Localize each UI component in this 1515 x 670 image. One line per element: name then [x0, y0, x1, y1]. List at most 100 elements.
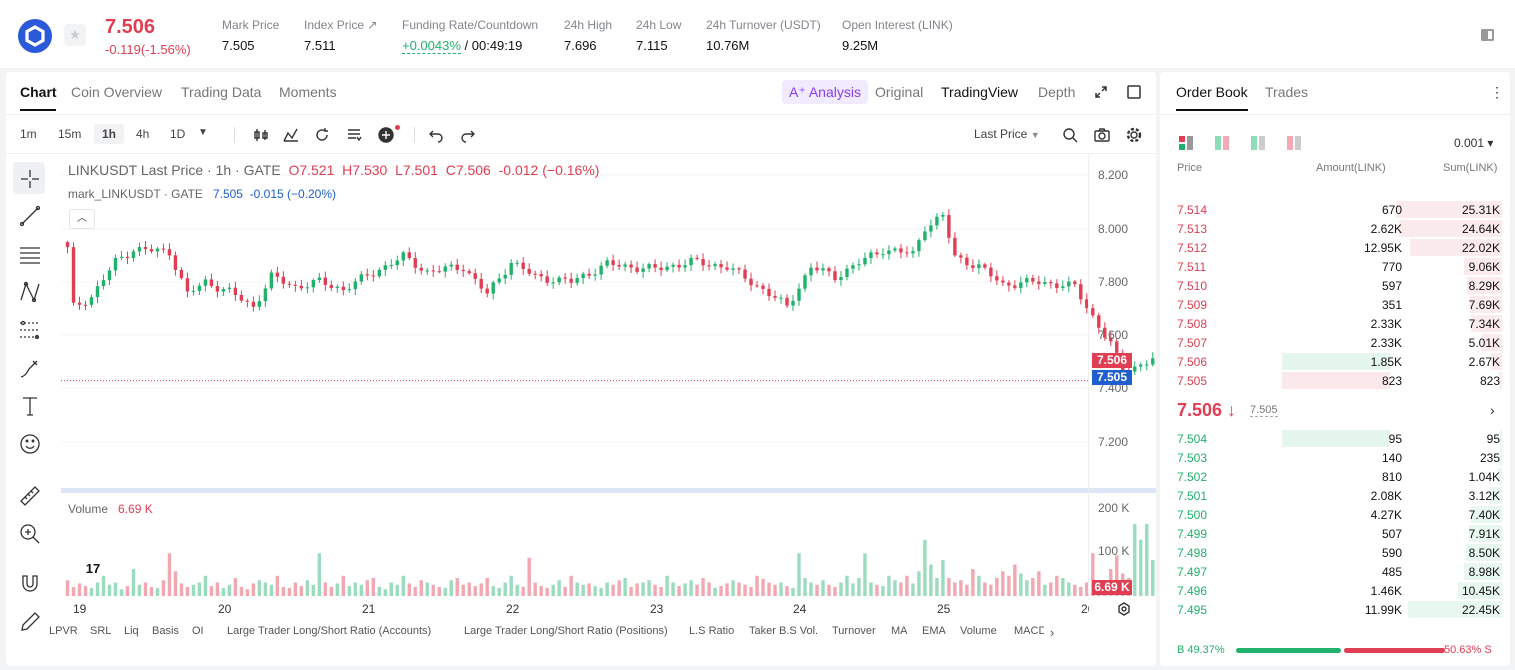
undo-icon[interactable]: [428, 127, 444, 143]
tab-depth[interactable]: Depth: [1038, 84, 1076, 100]
tab-trading-data[interactable]: Trading Data: [181, 84, 262, 100]
price-type-dropdown[interactable]: Last Price ▼: [974, 127, 1040, 141]
ask-row[interactable]: 7.513 2.62K 24.64K: [1160, 219, 1510, 238]
chevron-down-icon[interactable]: ▼: [198, 127, 208, 138]
tab-trades[interactable]: Trades: [1265, 84, 1309, 100]
indicator-oi[interactable]: OI: [192, 625, 204, 637]
search-icon[interactable]: [1062, 127, 1078, 143]
horizontal-lines-icon[interactable]: [18, 242, 42, 266]
volume-bar: [527, 557, 531, 596]
indicator-lpvr[interactable]: LPVR: [49, 625, 78, 637]
stat-value: 7.115: [636, 38, 668, 53]
candle-body: [857, 264, 861, 266]
bid-row[interactable]: 7.495 11.99K 22.45K: [1160, 600, 1510, 619]
emoji-icon[interactable]: [18, 432, 42, 456]
chart-legend-main: LINKUSDT Last Price · 1h · GATE O7.521 H…: [68, 162, 599, 178]
indicator-ma[interactable]: MA: [891, 625, 908, 637]
bid-row[interactable]: 7.497 485 8.98K: [1160, 562, 1510, 581]
candle-type-icon[interactable]: [253, 127, 269, 143]
view-both-icon[interactable]: [1178, 135, 1194, 151]
volume-bar: [209, 586, 214, 596]
indicator-macd[interactable]: MACD: [1014, 625, 1044, 637]
ask-row[interactable]: 7.508 2.33K 7.34K: [1160, 314, 1510, 333]
crosshair-icon[interactable]: [18, 167, 42, 191]
camera-icon[interactable]: [1094, 127, 1110, 143]
favorite-star-icon[interactable]: ★: [64, 24, 86, 46]
interval-1h[interactable]: 1h: [94, 124, 125, 144]
expand-icon[interactable]: [1094, 85, 1108, 99]
fib-icon[interactable]: [18, 318, 42, 342]
trend-line-icon[interactable]: [18, 204, 42, 228]
stat-index-price[interactable]: Index Price ↗ 7.511: [304, 18, 377, 53]
bid-row[interactable]: 7.498 590 8.50K: [1160, 543, 1510, 562]
templates-icon[interactable]: [346, 127, 362, 143]
ask-row[interactable]: 7.512 12.95K 22.02K: [1160, 238, 1510, 257]
lock-pencil-icon[interactable]: [18, 610, 42, 634]
bid-row[interactable]: 7.496 1.46K 10.45K: [1160, 581, 1510, 600]
indicator-srl[interactable]: SRL: [90, 625, 112, 637]
tab-coin-overview[interactable]: Coin Overview: [71, 84, 163, 100]
ask-row[interactable]: 7.507 2.33K 5.01K: [1160, 333, 1510, 352]
tab-tradingview[interactable]: TradingView: [941, 84, 1019, 100]
indicator-liq[interactable]: Liq: [124, 625, 139, 637]
bid-row[interactable]: 7.502 810 1.04K: [1160, 467, 1510, 486]
ask-row[interactable]: 7.514 670 25.31K: [1160, 200, 1510, 219]
interval-15m[interactable]: 15m: [58, 127, 82, 141]
tab-moments[interactable]: Moments: [279, 84, 337, 100]
bid-row[interactable]: 7.501 2.08K 3.12K: [1160, 486, 1510, 505]
indicator-taker-vol[interactable]: Taker B.S Vol.: [749, 625, 819, 637]
text-icon[interactable]: [18, 394, 42, 418]
indicators-icon[interactable]: [283, 127, 299, 143]
view-asks-icon[interactable]: [1286, 135, 1302, 151]
ruler-icon[interactable]: [18, 484, 42, 508]
indicator-ls-positions[interactable]: Large Trader Long/Short Ratio (Positions…: [464, 625, 668, 637]
ask-row[interactable]: 7.506 1.85K 2.67K: [1160, 352, 1510, 371]
view-bids-icon[interactable]: [1250, 135, 1266, 151]
indicator-ls-ratio[interactable]: L.S Ratio: [689, 625, 735, 637]
indicator-basis[interactable]: Basis: [152, 625, 179, 637]
ask-row[interactable]: 7.505 823 823: [1160, 371, 1510, 390]
price-chart-svg[interactable]: [6, 72, 1156, 666]
tab-chart[interactable]: Chart: [20, 84, 57, 100]
chevron-right-icon[interactable]: ›: [1490, 402, 1495, 418]
redo-icon[interactable]: [460, 127, 476, 143]
candle-body: [827, 268, 831, 272]
ask-row[interactable]: 7.510 597 8.29K: [1160, 276, 1510, 295]
volume-bar: [827, 584, 831, 596]
tab-original[interactable]: Original: [875, 84, 924, 100]
indicator-ls-accounts[interactable]: Large Trader Long/Short Ratio (Accounts): [227, 625, 432, 637]
volume-bar: [227, 584, 232, 596]
zoom-in-icon[interactable]: [18, 522, 42, 546]
volume-bar: [671, 582, 675, 596]
tab-order-book[interactable]: Order Book: [1176, 84, 1248, 100]
chart-settings-icon[interactable]: [1117, 602, 1131, 616]
gear-icon[interactable]: [1126, 127, 1142, 143]
bid-row[interactable]: 7.504 95 95: [1160, 429, 1510, 448]
magnet-icon[interactable]: [18, 572, 42, 596]
candle-body: [1013, 285, 1017, 288]
bid-row[interactable]: 7.500 4.27K 7.40K: [1160, 505, 1510, 524]
bid-row[interactable]: 7.499 507 7.91K: [1160, 524, 1510, 543]
indicator-volume[interactable]: Volume: [960, 625, 997, 637]
ask-row[interactable]: 7.511 770 9.06K: [1160, 257, 1510, 276]
candle-body: [1007, 282, 1011, 286]
collapse-legend-button[interactable]: ︿: [69, 209, 95, 229]
book-icon[interactable]: [1480, 28, 1495, 42]
replay-icon[interactable]: [314, 127, 330, 143]
interval-1d[interactable]: 1D: [170, 127, 186, 141]
brush-icon[interactable]: [18, 356, 42, 380]
indicator-turnover[interactable]: Turnover: [832, 625, 876, 637]
interval-4h[interactable]: 4h: [136, 127, 150, 141]
indicator-ema[interactable]: EMA: [922, 625, 946, 637]
precision-dropdown[interactable]: 0.001 ▾: [1454, 136, 1494, 150]
analysis-button[interactable]: A⁺ Analysis: [782, 80, 868, 104]
window-icon[interactable]: [1127, 85, 1141, 99]
view-split-icon[interactable]: [1214, 135, 1230, 151]
bid-row[interactable]: 7.503 140 235: [1160, 448, 1510, 467]
pattern-icon[interactable]: [18, 280, 42, 304]
add-indicator-icon[interactable]: [378, 127, 394, 143]
ask-row[interactable]: 7.509 351 7.69K: [1160, 295, 1510, 314]
chevron-right-icon[interactable]: ›: [1050, 625, 1055, 640]
interval-1m[interactable]: 1m: [20, 127, 37, 141]
more-icon[interactable]: ⋮: [1490, 84, 1504, 100]
